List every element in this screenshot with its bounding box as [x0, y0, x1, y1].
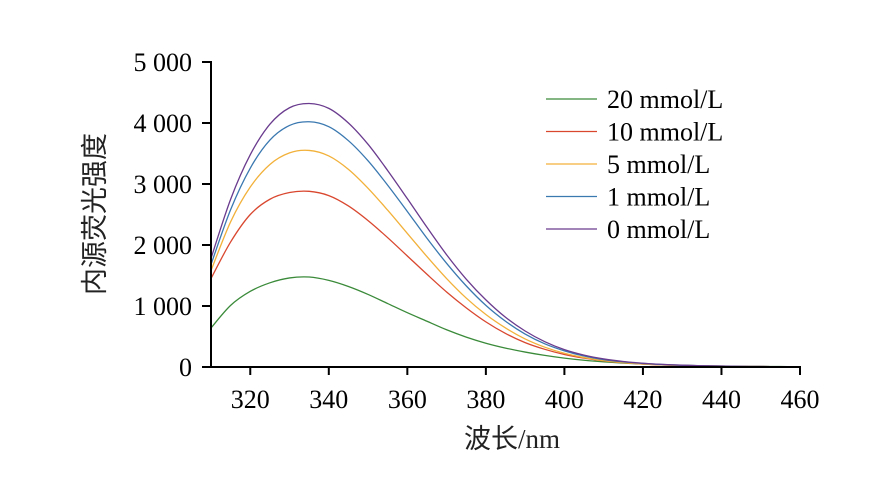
x-tick-label: 440: [702, 385, 741, 414]
y-tick-label: 3 000: [134, 170, 193, 199]
y-tick-label: 0: [179, 353, 192, 382]
series-line-2: [210, 149, 801, 368]
x-tick-label: 380: [466, 385, 505, 414]
legend-label: 20 mmol/L: [607, 85, 723, 114]
x-tick-label: 420: [623, 385, 662, 414]
x-tick-label: 460: [781, 385, 820, 414]
y-tick-label: 4 000: [134, 109, 193, 138]
axes: [210, 61, 801, 368]
y-tick-label: 2 000: [134, 231, 193, 260]
series-line-4: [210, 102, 801, 368]
x-ticks: 320 340 360 380 400 420 440 460: [231, 367, 820, 414]
legend-label: 1 mmol/L: [607, 183, 710, 212]
x-tick-label: 360: [388, 385, 427, 414]
y-tick-label: 5 000: [134, 48, 193, 77]
y-axis-title: 内源荧光强度: [80, 133, 110, 295]
x-tick-label: 400: [545, 385, 584, 414]
legend-label: 10 mmol/L: [607, 118, 723, 147]
series-line-1: [210, 190, 801, 368]
y-ticks: 0 1 000 2 000 3 000 4 000 5 000: [134, 48, 211, 382]
legend-label: 0 mmol/L: [607, 215, 710, 244]
legend-label: 5 mmol/L: [607, 150, 710, 179]
x-tick-label: 340: [309, 385, 348, 414]
x-tick-label: 320: [231, 385, 270, 414]
series-line-3: [210, 121, 801, 368]
x-axis-title: 波长/nm: [464, 424, 560, 454]
plot-lines: [210, 102, 801, 368]
legend: 20 mmol/L 10 mmol/L 5 mmol/L 1 mmol/L 0 mmol…: [546, 85, 723, 244]
y-tick-label: 1 000: [134, 292, 193, 321]
